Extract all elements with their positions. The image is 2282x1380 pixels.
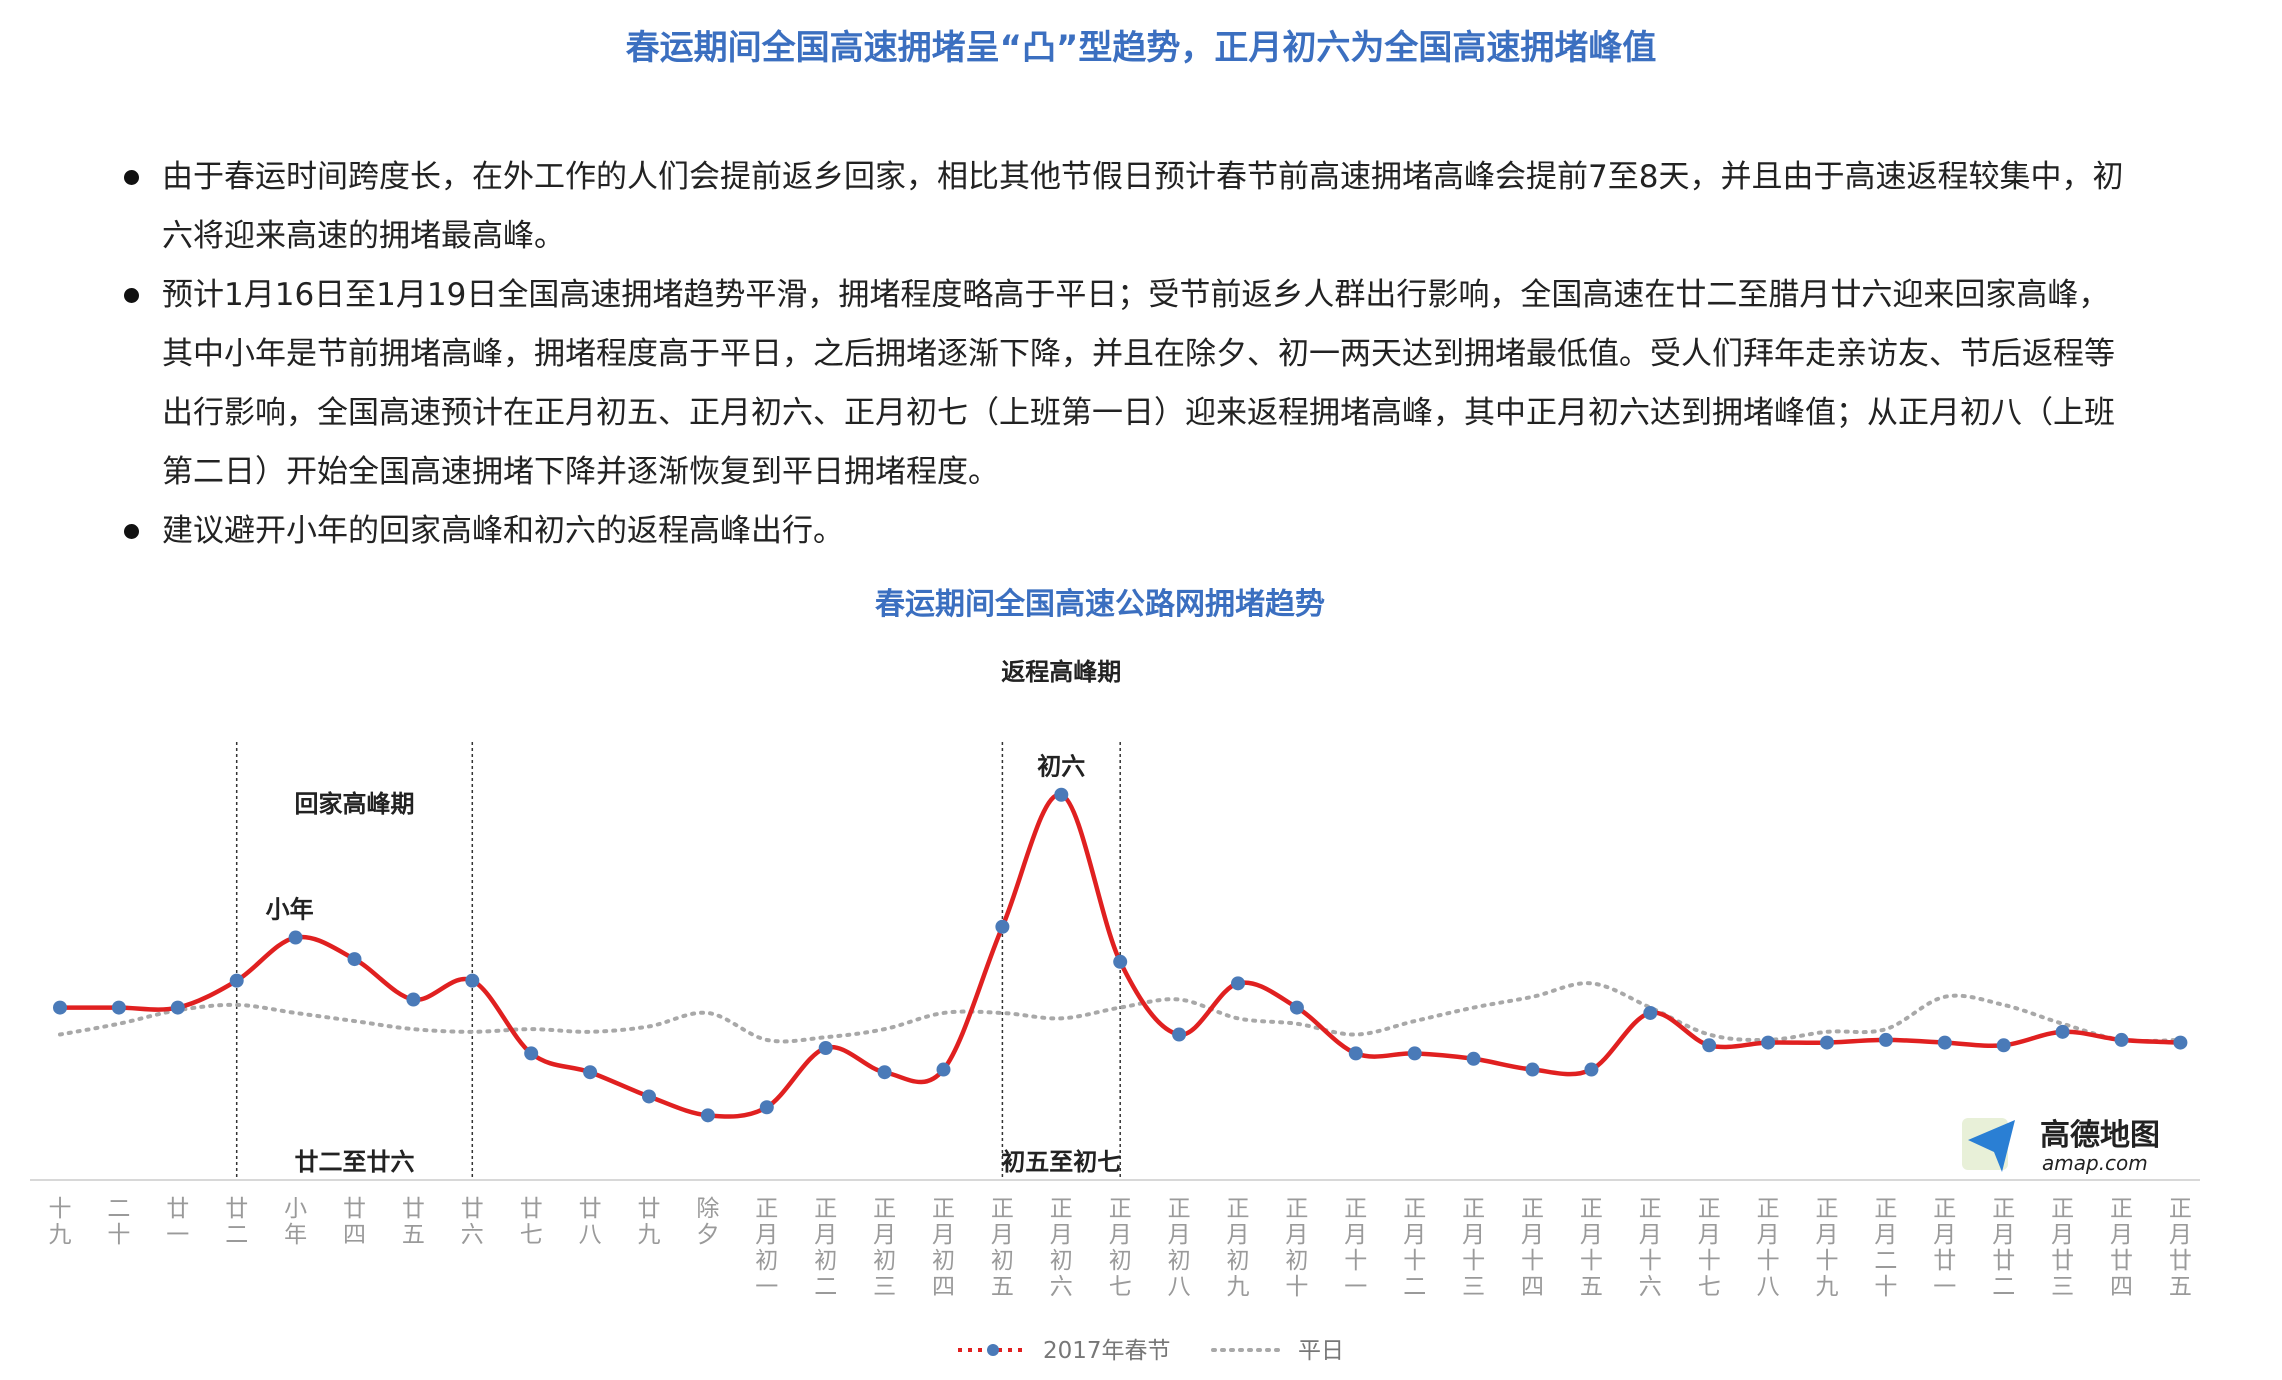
x-tick-label: 正月十四 — [1521, 1196, 1544, 1300]
data-point-2017 — [1996, 1038, 2011, 1053]
x-tick-label: 二十 — [107, 1196, 130, 1248]
page-title: 春运期间全国高速拥堵呈“凸”型趋势，正月初六为全国高速拥堵峰值 — [625, 28, 1657, 68]
data-point-2017 — [2114, 1032, 2129, 1047]
data-point-2017 — [818, 1040, 833, 1055]
x-tick-label: 正月廿五 — [2169, 1196, 2192, 1300]
data-point-2017 — [1761, 1035, 1776, 1050]
data-point-2017 — [1289, 1000, 1304, 1015]
data-point-2017 — [1348, 1046, 1363, 1061]
series-line-2017 — [59, 792, 2181, 1119]
data-point-2017 — [1820, 1035, 1834, 1050]
x-tick-label: 正月初七 — [1109, 1196, 1132, 1300]
data-point-2017 — [642, 1089, 656, 1104]
data-point-2017 — [170, 1000, 185, 1015]
x-tick-label: 正月十八 — [1757, 1196, 1780, 1300]
x-tick-label: 正月十一 — [1344, 1196, 1367, 1300]
annotation-label: 小年 — [266, 896, 314, 924]
x-tick-label: 正月十七 — [1698, 1196, 1721, 1300]
x-tick-label: 正月廿一 — [1933, 1196, 1956, 1300]
data-point-2017 — [936, 1062, 951, 1077]
data-point-2017 — [2173, 1035, 2188, 1050]
x-tick-label: 正月初四 — [932, 1196, 955, 1300]
x-tick-label: 正月廿四 — [2110, 1196, 2133, 1300]
data-point-2017 — [347, 952, 362, 967]
logo-name: 高德地图 — [2040, 1118, 2160, 1153]
annotation-label: 返程高峰期 — [1001, 658, 1121, 686]
x-tick-label: 廿四 — [343, 1196, 366, 1248]
data-point-2017 — [1702, 1038, 1717, 1053]
data-point-2017 — [759, 1100, 774, 1115]
logo-sub: amap.com — [2042, 1151, 2148, 1175]
x-tick-label: 正月初六 — [1050, 1196, 1073, 1300]
data-point-2017 — [465, 973, 480, 988]
bullet-list: 由于春运时间跨度长，在外工作的人们会提前返乡回家，相比其他节假日预计春节前高速拥… — [120, 148, 2130, 561]
annotation-label: 初五至初七 — [1001, 1148, 1121, 1176]
x-tick-label: 正月廿三 — [2051, 1196, 2074, 1300]
bullet-item: 预计1月16日至1月19日全国高速拥堵趋势平滑，拥堵程度略高于平日；受节前返乡人… — [120, 266, 2130, 502]
bullet-item: 由于春运时间跨度长，在外工作的人们会提前返乡回家，相比其他节假日预计春节前高速拥… — [120, 148, 2130, 266]
x-tick-label: 廿一 — [166, 1196, 189, 1248]
chart-title: 春运期间全国高速公路网拥堵趋势 — [875, 587, 1325, 622]
annotation-label: 廿二至廿六 — [295, 1148, 415, 1176]
legend-label-baseline: 平日 — [1298, 1338, 1344, 1364]
data-point-2017 — [1584, 1062, 1599, 1077]
data-point-2017 — [1231, 976, 1245, 991]
x-tick-label: 廿八 — [579, 1196, 602, 1248]
data-point-2017 — [406, 992, 421, 1007]
data-point-2017 — [2055, 1024, 2070, 1039]
x-tick-label: 正月二十 — [1874, 1196, 1897, 1300]
data-point-2017 — [1466, 1051, 1481, 1066]
x-tick-label: 正月十六 — [1639, 1196, 1662, 1300]
bullet-item: 建议避开小年的回家高峰和初六的返程高峰出行。 — [120, 502, 2130, 561]
x-tick-label: 廿五 — [402, 1196, 425, 1248]
x-tick-label: 正月初二 — [814, 1196, 837, 1300]
x-tick-label: 廿六 — [461, 1196, 484, 1248]
data-point-2017 — [1878, 1032, 1893, 1047]
x-tick-label: 正月十二 — [1403, 1196, 1426, 1300]
data-point-2017 — [1054, 787, 1069, 802]
series-line-baseline — [58, 981, 2183, 1044]
logo-plane-icon — [1968, 1120, 2015, 1172]
data-point-2017 — [700, 1108, 715, 1123]
data-point-2017 — [1525, 1062, 1540, 1077]
x-tick-label: 正月初一 — [755, 1196, 778, 1300]
x-tick-label: 正月初三 — [873, 1196, 896, 1300]
data-point-2017 — [1113, 954, 1128, 969]
data-point-2017 — [229, 973, 244, 988]
legend-label-2017: 2017年春节 — [1043, 1338, 1171, 1364]
x-tick-label: 正月初八 — [1168, 1196, 1191, 1300]
data-point-2017 — [1172, 1027, 1187, 1042]
data-point-2017 — [877, 1065, 892, 1080]
data-point-2017 — [111, 1000, 126, 1015]
amap-logo: 高德地图 amap.com — [1962, 1118, 2160, 1175]
data-point-2017 — [1643, 1005, 1658, 1020]
x-tick-label: 小年 — [284, 1196, 307, 1248]
data-point-2017 — [53, 1000, 67, 1015]
x-tick-label: 正月初十 — [1285, 1196, 1308, 1300]
legend-marker-2017 — [987, 1344, 999, 1356]
data-point-2017 — [583, 1065, 598, 1080]
data-point-2017 — [288, 930, 303, 945]
x-tick-label: 廿七 — [520, 1196, 543, 1248]
x-tick-label: 正月十三 — [1462, 1196, 1485, 1300]
annotation-label: 回家高峰期 — [295, 790, 415, 818]
x-tick-label: 正月廿二 — [1992, 1196, 2015, 1300]
x-tick-label: 正月初九 — [1227, 1196, 1250, 1300]
data-point-2017 — [1937, 1035, 1952, 1050]
data-point-2017 — [995, 919, 1010, 934]
x-tick-label: 正月初五 — [991, 1196, 1014, 1300]
x-tick-label: 廿九 — [638, 1196, 661, 1248]
x-tick-label: 十九 — [49, 1196, 72, 1248]
x-tick-label: 除夕 — [696, 1196, 719, 1248]
x-tick-label: 正月十九 — [1816, 1196, 1839, 1300]
x-tick-label: 廿二 — [225, 1196, 248, 1248]
data-point-2017 — [524, 1046, 539, 1061]
data-point-2017 — [1407, 1046, 1422, 1061]
x-tick-label: 正月十五 — [1580, 1196, 1603, 1300]
annotation-label: 初六 — [1037, 753, 1085, 781]
